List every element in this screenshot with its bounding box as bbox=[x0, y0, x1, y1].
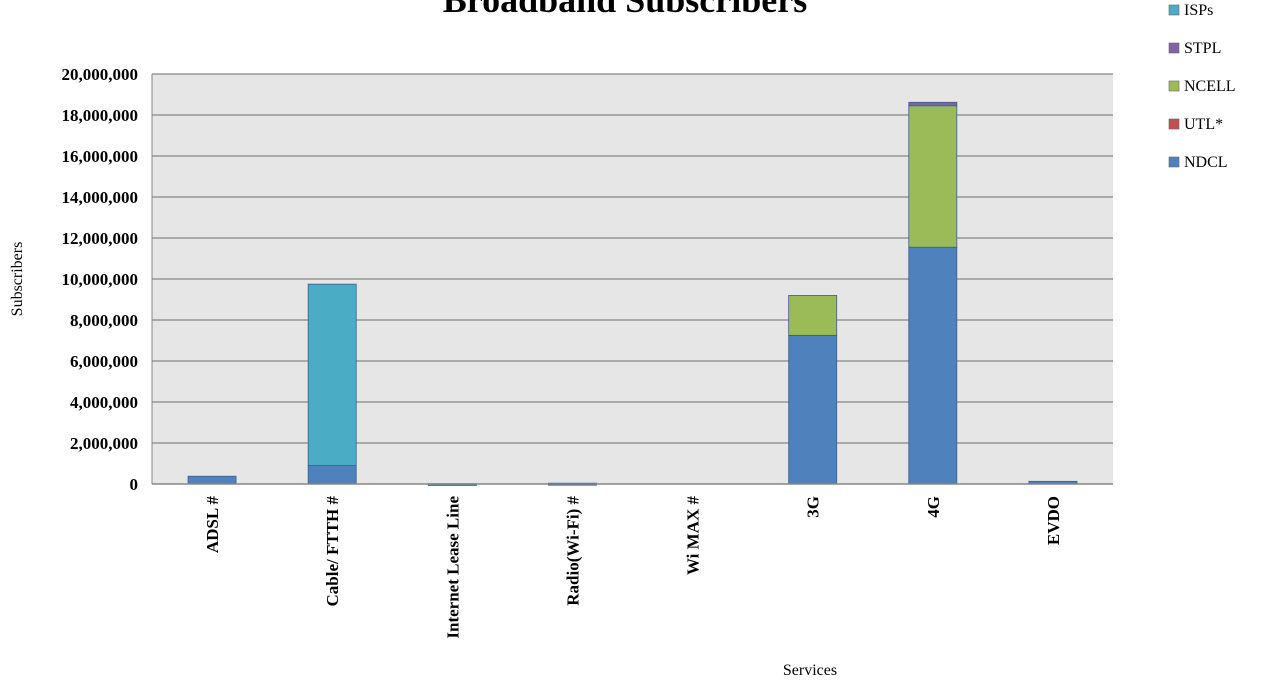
y-tick-labels: 0 2,000,000 4,000,000 6,000,000 8,000,000 10,… bbox=[62, 65, 139, 494]
bar-isps-1 bbox=[307, 283, 357, 466]
x-tick-label: Internet Lease Line bbox=[443, 496, 462, 639]
legend-label: NDCL bbox=[1184, 154, 1228, 171]
bar-ncell-6 bbox=[908, 105, 958, 248]
legend-label: ISPs bbox=[1184, 2, 1213, 19]
x-tick-label: 4G bbox=[924, 496, 943, 518]
y-tick-label: 12,000,000 bbox=[62, 229, 139, 248]
x-tick-label: Radio(Wi-Fi) # bbox=[563, 496, 582, 606]
bar-stpl-6 bbox=[908, 101, 958, 107]
x-tick-label: ADSL # bbox=[203, 496, 222, 554]
legend-label: UTL* bbox=[1184, 116, 1223, 133]
legend-label: NCELL bbox=[1184, 78, 1236, 95]
x-tick-label: 3G bbox=[804, 496, 823, 518]
y-tick-label: 10,000,000 bbox=[62, 270, 139, 289]
bar-ndcl-6 bbox=[908, 246, 958, 485]
y-tick-label: 20,000,000 bbox=[62, 65, 139, 84]
legend-swatch bbox=[1168, 4, 1180, 16]
bar-ndcl-5 bbox=[788, 334, 838, 485]
x-tick-label: EVDO bbox=[1044, 496, 1063, 545]
bar-ndcl-1 bbox=[307, 465, 357, 485]
legend-label: STPL bbox=[1184, 40, 1221, 57]
legend-swatch bbox=[1168, 42, 1180, 54]
y-tick-label: 6,000,000 bbox=[70, 352, 138, 371]
y-tick-label: 18,000,000 bbox=[62, 106, 139, 125]
legend-swatch bbox=[1168, 80, 1180, 92]
legend: ISPs STPL NCELL UTL* NDCL bbox=[1168, 2, 1236, 171]
x-axis-label: Services bbox=[783, 662, 837, 679]
bar-ndcl-0 bbox=[187, 475, 237, 485]
y-tick-label: 14,000,000 bbox=[62, 188, 139, 207]
y-tick-label: 0 bbox=[130, 475, 139, 494]
y-tick-label: 16,000,000 bbox=[62, 147, 139, 166]
legend-swatch bbox=[1168, 118, 1180, 130]
chart-title: Broadband Subscribers bbox=[443, 0, 807, 20]
y-tick-label: 4,000,000 bbox=[70, 393, 138, 412]
y-tick-label: 2,000,000 bbox=[70, 434, 138, 453]
x-tick-labels: ADSL # Cable/ FTTH # Internet Lease Line Ra… bbox=[203, 496, 1063, 639]
x-tick-label: Cable/ FTTH # bbox=[323, 496, 342, 607]
y-axis-label: Subscribers bbox=[9, 242, 26, 317]
legend-swatch bbox=[1168, 156, 1180, 168]
bar-ncell-5 bbox=[788, 294, 838, 336]
x-tick-label: Wi MAX # bbox=[684, 496, 703, 576]
y-tick-label: 8,000,000 bbox=[70, 311, 138, 330]
